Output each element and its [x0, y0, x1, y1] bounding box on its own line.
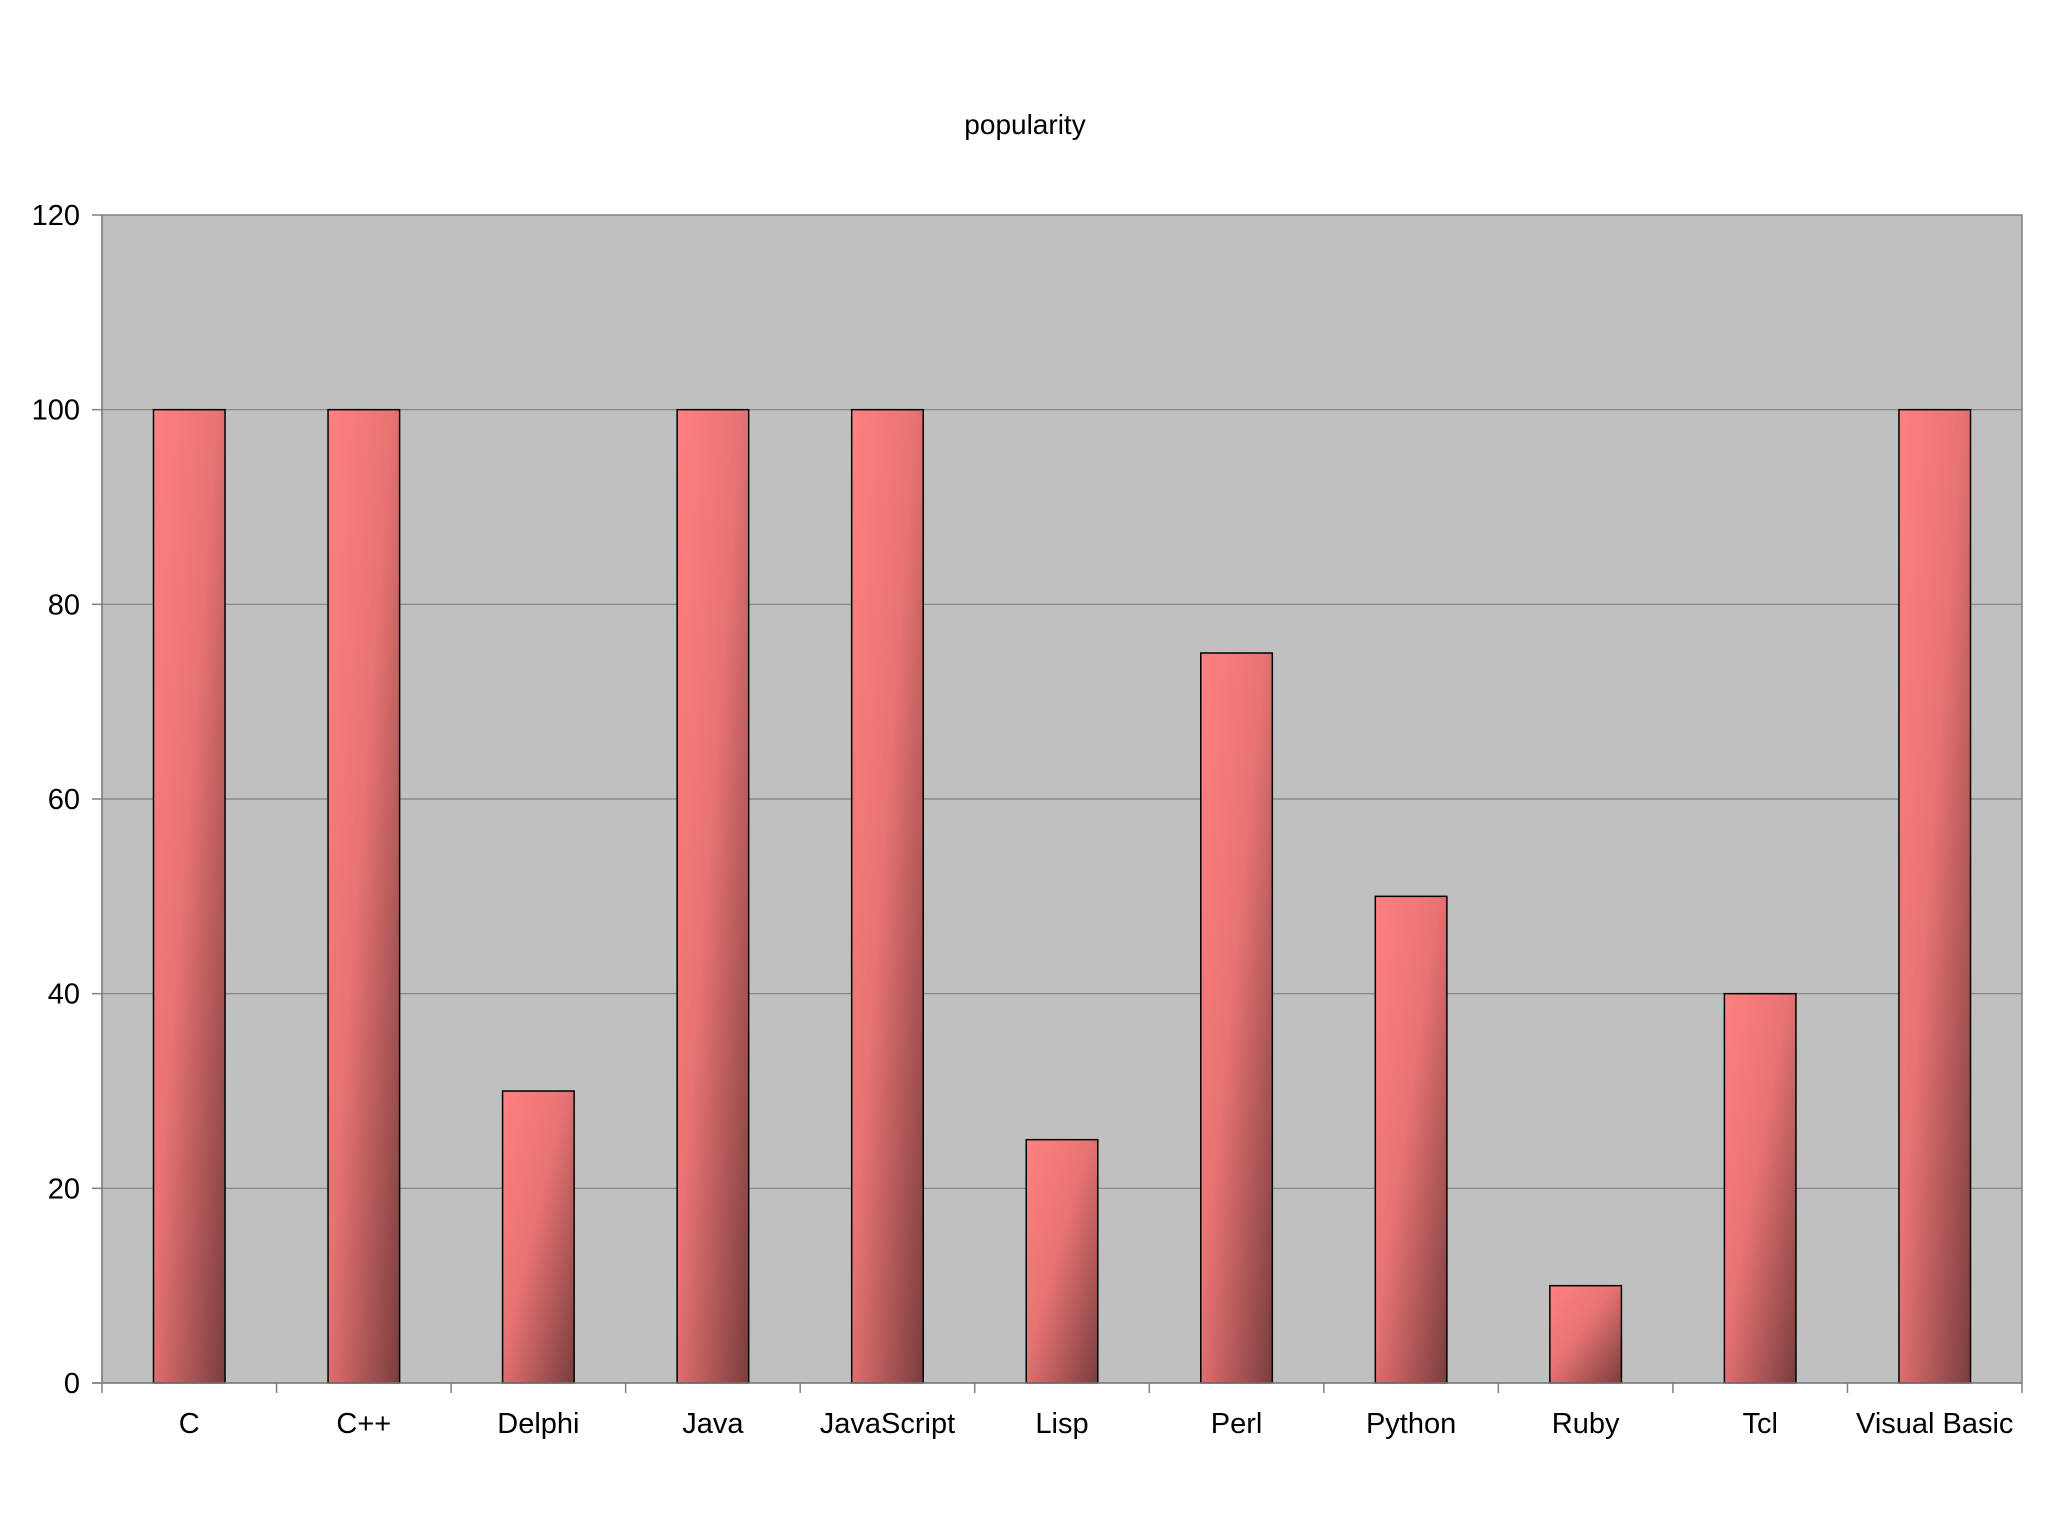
- x-tick-label: Perl: [1211, 1408, 1263, 1440]
- bar-javascript: [850, 408, 924, 1384]
- bar-java: [676, 408, 750, 1384]
- y-tick-label: 80: [48, 589, 80, 621]
- x-tick-label: Visual Basic: [1856, 1408, 2013, 1440]
- bar-lisp: [1025, 1138, 1099, 1384]
- bar-delphi: [501, 1090, 575, 1384]
- bar-perl: [1200, 652, 1274, 1384]
- x-tick-label: Ruby: [1552, 1408, 1620, 1440]
- x-tick-label: C: [179, 1408, 200, 1440]
- bar-python: [1374, 895, 1448, 1384]
- y-tick-label: 40: [48, 979, 80, 1011]
- gridlines: [102, 409, 2022, 1189]
- x-tick-label: Java: [682, 1408, 744, 1440]
- bar-c: [152, 408, 226, 1384]
- bar-c-: [327, 408, 401, 1384]
- x-tick-label: Python: [1366, 1408, 1456, 1440]
- bar-tcl: [1723, 992, 1797, 1384]
- chart-title: popularity: [964, 109, 1085, 140]
- tick-labels: 0 20 40 60 80 100 120 C C++ Delphi Java JavaScript L…: [32, 200, 2014, 1440]
- y-tick-label: 20: [48, 1173, 80, 1205]
- bar-visual-basic: [1898, 408, 1972, 1384]
- x-tick-label: JavaScript: [820, 1408, 955, 1440]
- x-tick-label: Delphi: [497, 1408, 579, 1440]
- x-tick-label: Tcl: [1742, 1408, 1777, 1440]
- y-tick-label: 0: [64, 1368, 80, 1400]
- x-tick-label: C++: [336, 1408, 391, 1440]
- y-tick-label: 60: [48, 784, 80, 816]
- bar-ruby: [1549, 1284, 1623, 1384]
- x-tick-label: Lisp: [1035, 1408, 1088, 1440]
- y-tick-label: 100: [32, 395, 80, 427]
- y-tick-label: 120: [32, 200, 80, 232]
- axes: [92, 214, 2023, 1393]
- bars: [152, 408, 1972, 1384]
